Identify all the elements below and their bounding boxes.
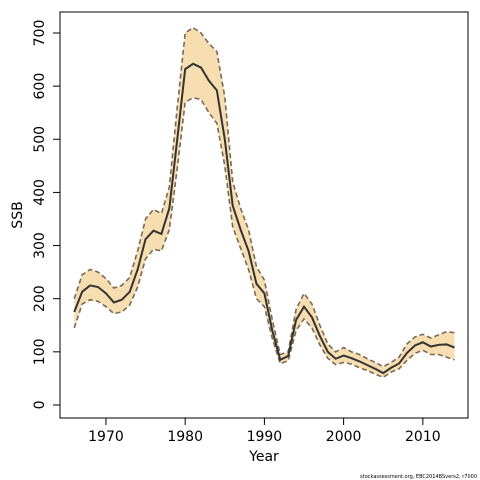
x-tick-label: 1970 [88, 429, 124, 445]
upper-bound [73, 26, 455, 368]
y-axis-label: SSB [10, 201, 26, 228]
x-tick-label: 2000 [326, 429, 362, 445]
y-tick-label: 700 [32, 20, 48, 47]
y-tick-label: 0 [32, 401, 48, 410]
ssb-line [73, 62, 455, 375]
y-tick-label: 100 [32, 338, 48, 365]
lower-bound [73, 96, 455, 379]
y-tick-label: 300 [32, 232, 48, 259]
x-axis-label: Year [248, 449, 279, 465]
x-tick-label: 2010 [405, 429, 441, 445]
annotation: stockassessment.org, EBC2014BSvers2, r70… [360, 474, 477, 480]
y-tick-label: 400 [32, 179, 48, 206]
y-tick-label: 600 [32, 73, 48, 100]
y-tick-label: 500 [32, 126, 48, 153]
x-tick-label: 1990 [247, 429, 283, 445]
y-tick-label: 200 [32, 285, 48, 312]
confidence-band [74, 27, 455, 378]
x-tick-label: 1980 [167, 429, 203, 445]
